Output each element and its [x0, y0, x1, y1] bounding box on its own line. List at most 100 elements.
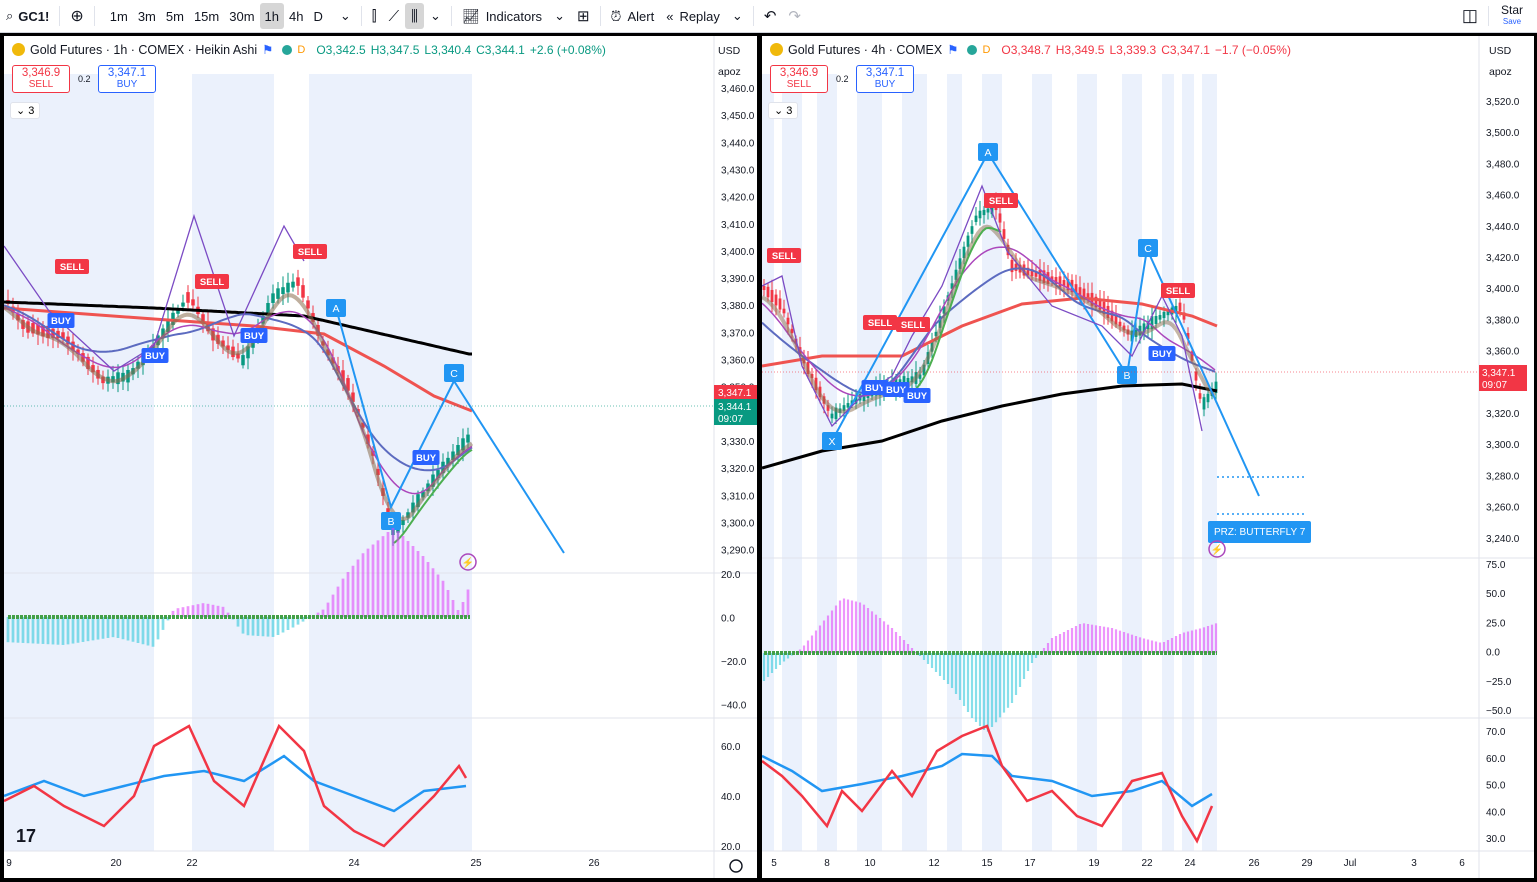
candle — [1002, 229, 1006, 239]
time-axis-label: 12 — [928, 858, 940, 869]
signal-label: BUY — [886, 385, 907, 396]
candle — [276, 288, 280, 299]
candle — [86, 356, 90, 370]
replay-button[interactable]: « Replay — [660, 0, 726, 33]
ohlc-open: O3,342.5 — [316, 42, 366, 57]
price-axis-label: 3,260.0 — [1486, 503, 1520, 514]
flag-icon[interactable]: ⚑ — [262, 43, 274, 57]
flag-icon[interactable]: ⚑ — [947, 43, 959, 57]
buy-button[interactable]: 3,347.1 BUY — [856, 65, 914, 93]
indicators-button[interactable]: 📈︎ Indicators — [456, 0, 548, 33]
candle — [341, 370, 345, 383]
alert-button[interactable]: ⏰︎ Alert — [605, 0, 661, 33]
macd-axis-label: −40.0 — [721, 701, 747, 712]
price-axis-label: 3,400.0 — [1486, 284, 1520, 295]
scale-select[interactable]: apoz — [718, 66, 741, 78]
rsi-line — [4, 754, 467, 813]
currency-select[interactable]: USD — [718, 45, 741, 57]
time-axis-label: 17 — [1024, 858, 1036, 869]
interval-4h[interactable]: 4h — [289, 8, 304, 24]
candle — [1102, 301, 1106, 315]
layout-button[interactable]: ⊞ — [571, 0, 596, 33]
candle — [846, 403, 850, 408]
fullscreen-button[interactable]: ◫ — [1456, 0, 1484, 33]
candle — [411, 502, 415, 513]
candle-style-button[interactable]: ⫼ — [405, 3, 424, 29]
candle — [1038, 269, 1042, 281]
prz-label: PRZ: BUTTERFLY 7 — [1214, 527, 1306, 538]
harmonic-pattern-line — [335, 307, 565, 554]
candle — [974, 215, 978, 222]
pattern-point-label: C — [450, 368, 458, 380]
stoch-line — [762, 724, 1214, 844]
interval-1m[interactable]: 1m — [109, 8, 128, 24]
candle — [1182, 312, 1186, 320]
sell-button[interactable]: 3,346.9 SELL — [12, 65, 70, 93]
buy-button[interactable]: 3,347.1 BUY — [98, 65, 156, 93]
chart-canvas-1h[interactable]: 3,460.0 3,450.0 3,440.0 3,430.0 3,420.0 3,410… — [4, 36, 757, 878]
ema-9-line — [901, 226, 1002, 397]
candle — [922, 364, 926, 376]
signal-marker — [195, 274, 229, 289]
prz-label-box — [1208, 521, 1311, 543]
sell-button[interactable]: 3,346.9 SELL — [770, 65, 828, 93]
divider — [93, 6, 95, 26]
undo-button[interactable]: ↶ — [758, 0, 783, 33]
redo-button[interactable]: ↷ — [782, 0, 807, 33]
signal-marker — [861, 380, 889, 395]
indicators-dropdown[interactable]: ⌄ — [548, 0, 571, 33]
chart-panel-1h[interactable]: 3,460.0 3,450.0 3,440.0 3,430.0 3,420.0 3,410… — [4, 36, 757, 878]
session-highlight — [1202, 74, 1217, 851]
rsi-axis-label: 50.0 — [1486, 781, 1506, 792]
price-tag-red-text: 3,347.1 — [1482, 368, 1516, 379]
chart-title[interactable]: Gold Futures · 1h · COMEX · Heikin Ashi — [30, 42, 258, 57]
chart-type-dropdown[interactable]: ⌄ — [424, 0, 447, 33]
price-axis-label: 3,280.0 — [1486, 471, 1520, 482]
session-highlight — [1162, 74, 1174, 851]
interval-1h[interactable]: 1h — [259, 3, 284, 29]
indicators-collapse-button[interactable]: ⌄ 3 — [768, 102, 799, 119]
divider — [752, 6, 754, 26]
symbol-search[interactable]: ⌕ GC1! — [0, 0, 55, 33]
candle — [1158, 315, 1162, 320]
bar-style-button[interactable]: ⫿ — [366, 0, 383, 33]
candle — [958, 258, 962, 269]
candle — [1094, 296, 1098, 308]
currency-select[interactable]: USD — [1489, 45, 1512, 57]
interval-D[interactable]: D — [313, 8, 323, 24]
indicators-collapse-button[interactable]: ⌄ 3 — [10, 102, 41, 119]
line-style-button[interactable]: ⟋ — [383, 0, 406, 33]
scale-select[interactable]: apoz — [1489, 66, 1512, 78]
candle — [1082, 288, 1086, 300]
signal-marker — [55, 259, 89, 274]
chart-canvas-4h[interactable]: 3,520.0 3,500.0 3,480.0 3,460.0 3,440.0 3,420… — [762, 36, 1534, 878]
time-axis-label: 26 — [1248, 858, 1260, 869]
interval-30m[interactable]: 30m — [229, 8, 255, 24]
pattern-point-marker — [444, 364, 464, 382]
time-axis-label: 10 — [864, 858, 876, 869]
compare-button[interactable]: ⊕ — [64, 0, 89, 33]
candle — [166, 320, 170, 332]
zigzag-line — [762, 184, 1203, 432]
panel-icon: ◫ — [1461, 6, 1478, 25]
indicators-icon: 📈︎ — [461, 7, 480, 24]
candle — [306, 300, 310, 309]
candle — [1098, 299, 1102, 310]
interval-3m[interactable]: 3m — [137, 8, 156, 24]
chart-title[interactable]: Gold Futures · 4h · COMEX — [788, 42, 943, 57]
candle — [1078, 287, 1082, 296]
sell-label: SELL — [28, 79, 54, 90]
candle — [834, 407, 838, 420]
signal-label: BUY — [416, 453, 437, 464]
replay-dropdown[interactable]: ⌄ — [726, 0, 749, 33]
save-area[interactable]: Star Save — [1493, 4, 1537, 27]
time-axis-label: 24 — [1184, 858, 1196, 869]
interval-5m[interactable]: 5m — [165, 8, 184, 24]
signal-label: SELL — [1166, 286, 1190, 297]
interval-dropdown[interactable]: ⌄ — [334, 0, 357, 33]
spread-value: 0.2 — [836, 74, 849, 84]
chart-panel-4h[interactable]: 3,520.0 3,500.0 3,480.0 3,460.0 3,440.0 3,420… — [762, 36, 1534, 878]
interval-15m[interactable]: 15m — [193, 8, 220, 24]
candle — [950, 283, 954, 289]
candle — [466, 434, 470, 443]
